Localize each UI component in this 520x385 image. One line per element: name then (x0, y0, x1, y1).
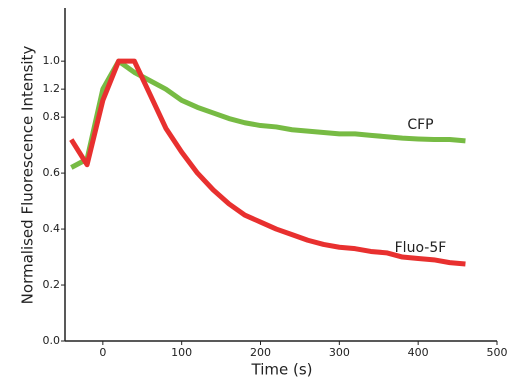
x-tick-label: 500 (487, 346, 508, 359)
y-tick-label: 0.8 (43, 110, 61, 123)
y-tick-label: 1.2 (43, 82, 61, 95)
x-tick-label: 200 (250, 346, 271, 359)
y-tick-label: 0.6 (43, 166, 61, 179)
x-tick-label: 100 (171, 346, 192, 359)
x-tick-label: 300 (329, 346, 350, 359)
x-tick-label: 0 (99, 346, 106, 359)
x-tick-label: 400 (408, 346, 429, 359)
series-label: Fluo-5F (395, 240, 447, 256)
y-axis-label: Normalised Fluorescence Intensity (19, 46, 37, 305)
x-axis-label: Time (s) (251, 361, 313, 379)
y-tick-label: 1.0 (43, 54, 61, 67)
y-tick-label: 0.2 (43, 278, 61, 291)
y-tick-label: 0.4 (43, 222, 61, 235)
data-line (69, 58, 466, 267)
data-line (70, 58, 466, 170)
y-tick-label: 0.0 (43, 334, 61, 347)
series-label: CFP (407, 117, 433, 133)
